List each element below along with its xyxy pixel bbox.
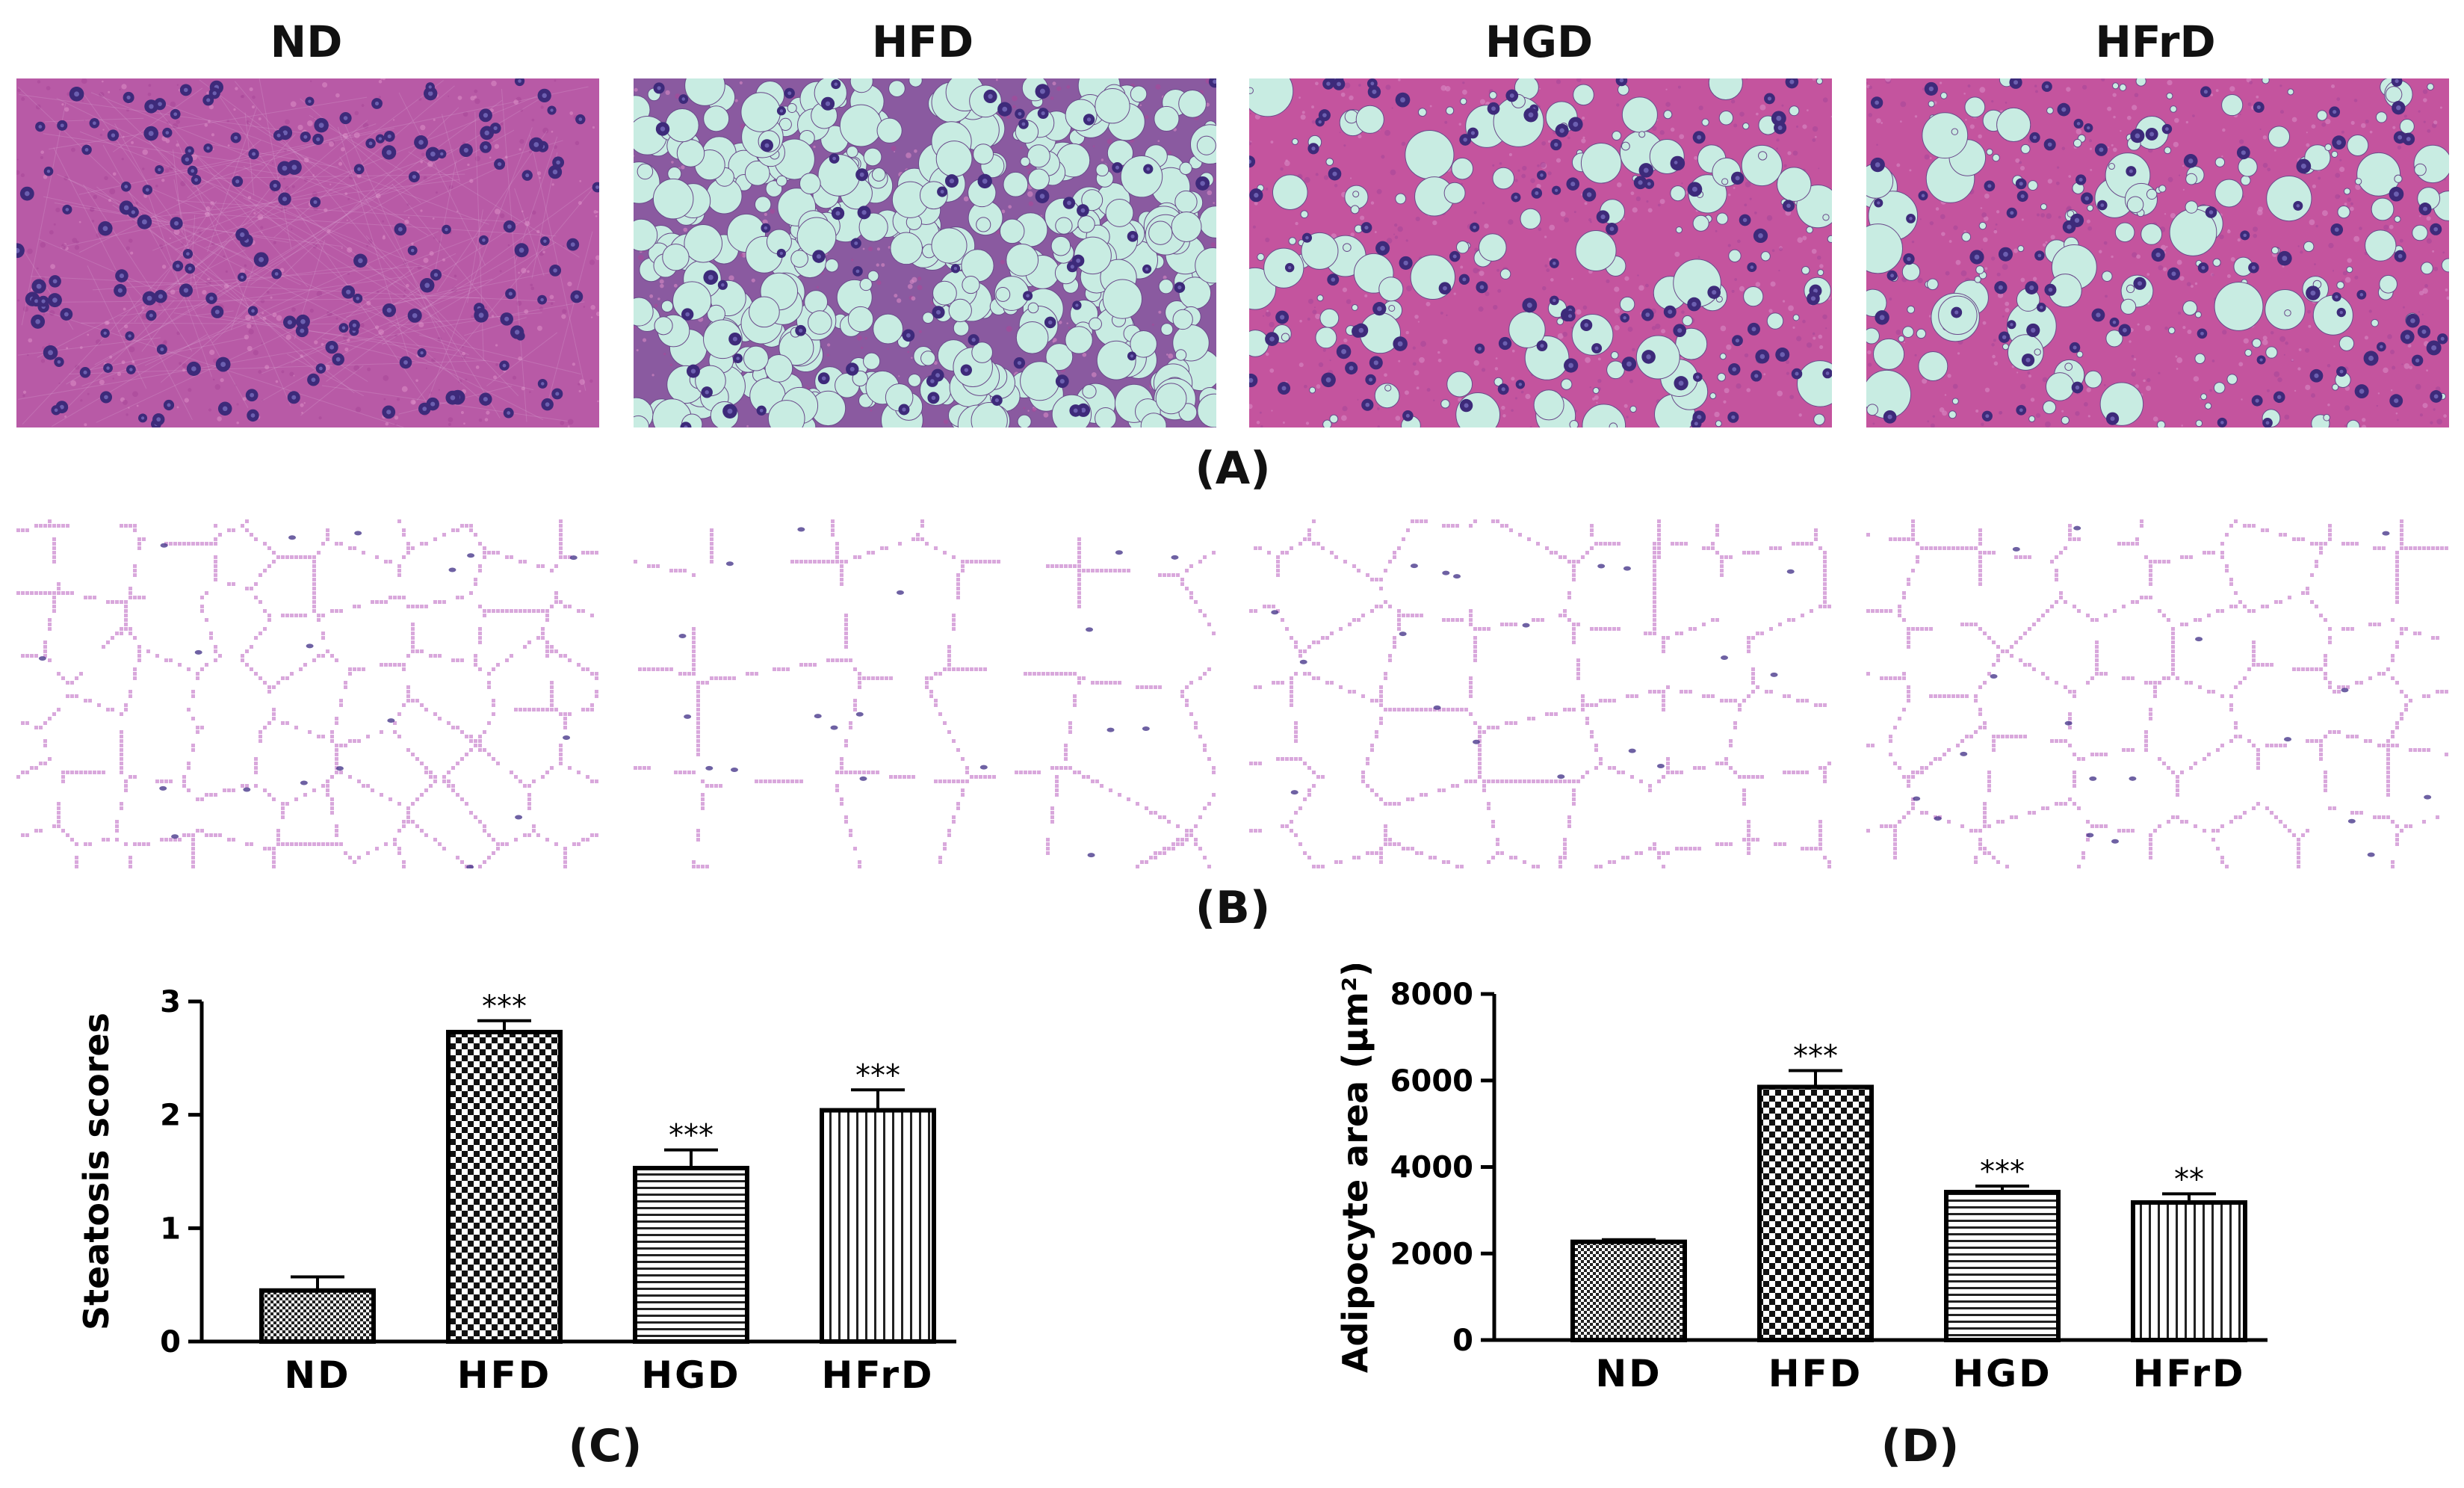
steatosis-bar-nd	[259, 1288, 376, 1344]
adipose-micrograph-hfrd	[1866, 519, 2449, 868]
adipocyte-significance-label: **	[2174, 1162, 2204, 1197]
steatosis-significance-label: ***	[669, 1119, 713, 1153]
liver-micrograph-nd	[16, 78, 599, 427]
steatosis-bar-hgd	[633, 1165, 749, 1345]
adipocyte-bar-hfd	[1757, 1084, 1874, 1342]
steatosis-y-tick-label: 3	[160, 985, 181, 1019]
liver-micrograph-hgd	[1249, 78, 1832, 427]
adipocyte-area-chart: 0 2000 4000 6000 8000 Adipocyte area (μm²) ND *…	[1315, 961, 2316, 1405]
column-header-hfrd: HFrD	[2095, 16, 2216, 67]
adipose-micrograph-nd	[16, 519, 599, 868]
steatosis-bar-hfrd	[820, 1108, 936, 1344]
steatosis-x-tick-label: ND	[284, 1353, 350, 1397]
adipocyte-y-tick-label: 2000	[1390, 1237, 1473, 1271]
adipocyte-y-tick-label: 4000	[1390, 1151, 1473, 1185]
steatosis-y-tick-label: 1	[160, 1211, 181, 1246]
adipocyte-significance-label: ***	[1793, 1039, 1838, 1073]
liver-micrograph-hfrd	[1866, 78, 2449, 427]
adipocyte-y-tick-label: 8000	[1390, 978, 1473, 1012]
steatosis-chart: 0 1 2 3 Steatosis scores ND *** HFD *** HGD *** HFr…	[67, 972, 1038, 1405]
adipocyte-bar-nd	[1570, 1239, 1687, 1342]
adipocyte-significance-label: ***	[1980, 1155, 2025, 1189]
adipocyte-x-tick-label: ND	[1595, 1352, 1662, 1395]
steatosis-significance-label: ***	[482, 990, 527, 1024]
panel-label-b: (B)	[1195, 882, 1271, 934]
liver-micrograph-hfd	[634, 78, 1216, 427]
adipocyte-bar-hgd	[1944, 1190, 2061, 1342]
steatosis-bar-hfd	[446, 1029, 563, 1344]
adipose-micrograph-hgd	[1249, 519, 1832, 868]
steatosis-x-tick-label: HFD	[457, 1353, 552, 1397]
column-header-hgd: HGD	[1485, 16, 1594, 67]
column-header-hfd: HFD	[871, 16, 974, 67]
panel-label-c: (C)	[568, 1420, 643, 1472]
adipocyte-x-tick-label: HFrD	[2133, 1352, 2246, 1395]
column-header-nd: ND	[270, 16, 343, 67]
steatosis-y-axis-label: Steatosis scores	[76, 1013, 117, 1330]
steatosis-x-tick-label: HGD	[641, 1353, 740, 1397]
adipocyte-x-tick-label: HGD	[1952, 1352, 2052, 1395]
steatosis-y-tick-label: 2	[160, 1099, 181, 1133]
panel-label-a: (A)	[1195, 442, 1271, 495]
steatosis-y-tick-label: 0	[160, 1325, 181, 1359]
adipose-micrograph-hfd	[634, 519, 1216, 868]
adipocyte-y-tick-label: 6000	[1390, 1064, 1473, 1099]
steatosis-significance-label: ***	[855, 1058, 900, 1093]
steatosis-x-tick-label: HFrD	[822, 1353, 935, 1397]
adipocyte-x-tick-label: HFD	[1768, 1352, 1863, 1395]
panel-label-d: (D)	[1880, 1420, 1960, 1472]
adipocyte-y-tick-label: 0	[1452, 1324, 1473, 1358]
adipocyte-y-axis-label: Adipocyte area (μm²)	[1335, 964, 1375, 1373]
adipocyte-bar-hfrd	[2131, 1200, 2247, 1342]
